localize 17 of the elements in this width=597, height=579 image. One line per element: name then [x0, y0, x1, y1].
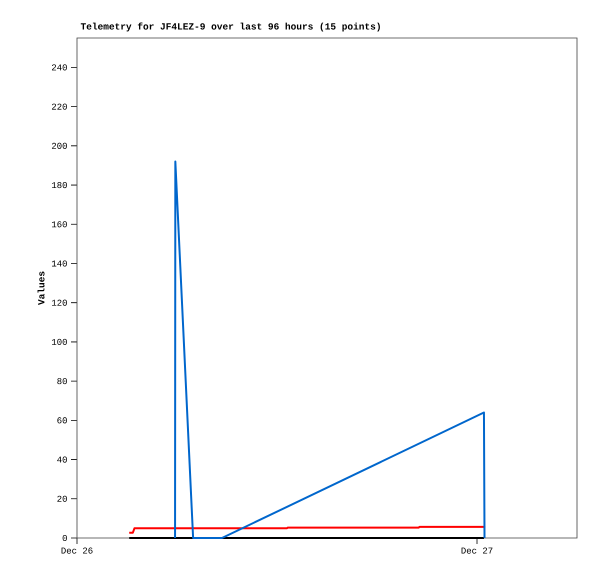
y-tick-label: 20: [57, 496, 67, 502]
y-tick-label: 80: [57, 378, 67, 384]
y-tick-label: 60: [57, 417, 67, 424]
y-tick-label: 100: [52, 338, 67, 345]
x-tick-label: Dec 27: [462, 548, 492, 554]
y-axis-title: Values: [38, 272, 44, 306]
y-tick-label: 240: [52, 64, 67, 70]
y-tick-label: 0: [62, 534, 67, 542]
y-tick-label: 120: [52, 300, 67, 306]
y-tick-label: 160: [52, 221, 67, 228]
chart-title: Telemetry for JF4LEZ-9 over last 96 hours (15 points): [80, 22, 380, 32]
y-tick-label: 220: [52, 104, 67, 110]
y-tick-label: 200: [52, 142, 67, 149]
y-tick-label: 40: [57, 456, 67, 463]
y-tick-label: 180: [52, 182, 67, 188]
y-tick-label: 140: [52, 260, 67, 267]
x-tick-label: Dec 26: [62, 548, 93, 554]
